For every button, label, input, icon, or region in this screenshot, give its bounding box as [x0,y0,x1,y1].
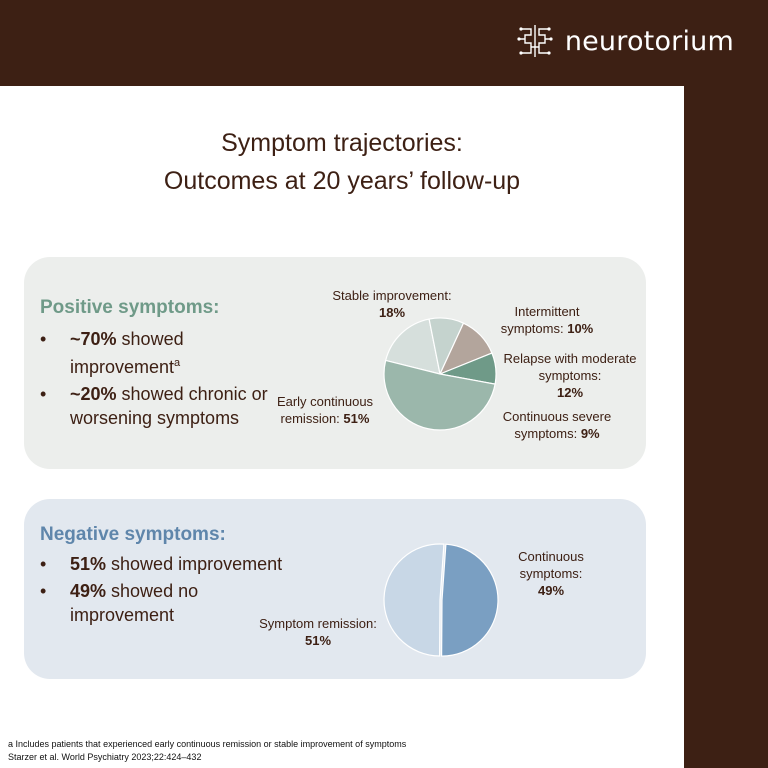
slice-label: Intermittent symptoms: [500,304,580,336]
label-relapse-moderate: Relapse with moderate symptoms: 12% [500,350,640,401]
label-stable-improvement: Stable improvement: 18% [317,287,467,321]
label-early-remission: Early continuous remission: 51% [270,393,380,427]
bullet-text: showed no improvement [70,581,199,625]
slice-value: 12% [556,385,584,400]
negative-pie-chart [383,543,499,657]
list-item: ~20% showed chronic or worsening symptom… [40,382,290,430]
brain-logo-icon [517,25,553,57]
label-continuous-symptoms: Continuous symptoms: 49% [496,548,606,599]
footnotes: a Includes patients that experienced ear… [8,738,406,764]
bullet-text: showed chronic or worsening symptoms [70,384,268,428]
slice-value: 51% [304,633,332,648]
positive-pie-chart [383,317,497,431]
pie-slice [384,318,441,375]
footnote-marker: a [174,357,181,369]
slice-value: 49% [537,583,565,598]
label-symptom-remission: Symptom remission: 51% [253,615,383,649]
slice-label: Symptom remission: [259,616,377,631]
pie-slice [441,543,499,657]
label-intermittent-symptoms: Intermittent symptoms: 10% [492,303,602,337]
title-line-2: Outcomes at 20 years’ follow-up [163,167,521,195]
brand: neurotorium [515,18,734,64]
slice-value: 9% [580,426,600,441]
negative-bullets: 51% showed improvement 49% showed no imp… [40,552,290,630]
bullet-strong: ~70% [70,329,117,349]
bullet-text: showed improvement [106,554,283,574]
bullet-strong: 49% [70,581,107,601]
title-line-1: Symptom trajectories: [221,129,463,157]
pie-slice [383,543,445,657]
slice-label: Early continuous remission: [276,394,374,426]
pie-slice [383,359,496,431]
top-bar: neurotorium [0,0,768,86]
bullet-strong: 51% [70,554,107,574]
citation: Starzer et al. World Psychiatry 2023;22:… [8,752,202,762]
footnote-a: a Includes patients that experienced ear… [8,739,407,749]
slice-label: Continuous severe symptoms: [502,409,612,441]
slice-value: 10% [567,321,594,336]
list-item: 51% showed improvement [40,552,290,576]
bullet-strong: ~20% [70,384,117,404]
page-title: Symptom trajectories: Outcomes at 20 yea… [0,124,684,200]
negative-heading: Negative symptoms: [40,524,226,545]
slice-label: Stable improvement: [332,288,452,303]
list-item: 49% showed no improvement [40,579,290,627]
slice-label: Continuous symptoms: [518,549,584,581]
slice-label: Relapse with moderate symptoms: [503,351,637,383]
slice-value: 51% [343,411,370,426]
positive-symptoms-card: Positive symptoms: ~70% showed improveme… [24,257,646,469]
bullet-text: showed improvement [70,329,184,377]
slice-value: 18% [378,305,406,320]
negative-symptoms-card: Negative symptoms: 51% showed improvemen… [24,499,646,679]
brand-name: neurotorium [564,25,734,57]
positive-heading: Positive symptoms: [40,297,220,318]
list-item: ~70% showed improvementa [40,327,290,379]
label-continuous-severe: Continuous severe symptoms: 9% [497,408,617,442]
positive-bullets: ~70% showed improvementa ~20% showed chr… [40,327,290,433]
